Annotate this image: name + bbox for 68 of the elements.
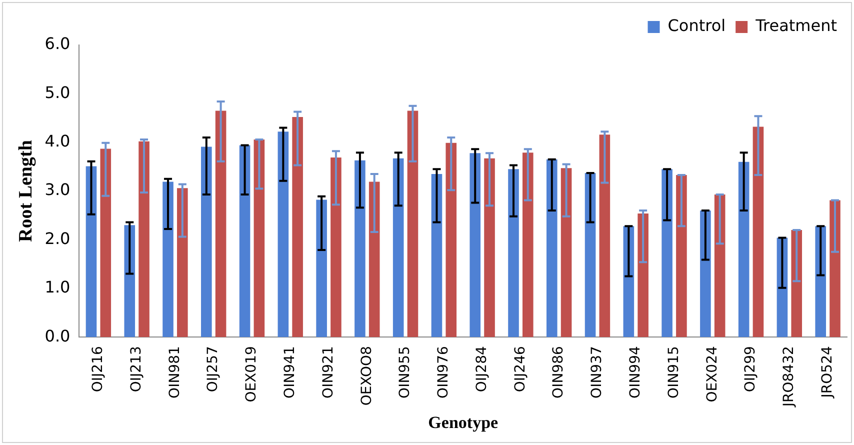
bar bbox=[599, 134, 610, 338]
bar bbox=[368, 182, 380, 338]
y-tick-label: 5.0 bbox=[44, 82, 70, 102]
bar bbox=[407, 110, 418, 338]
bar bbox=[278, 132, 289, 338]
bar bbox=[138, 141, 150, 338]
x-tick-label: OIJ216 bbox=[90, 346, 106, 392]
bar bbox=[700, 210, 711, 338]
y-axis-title: Root Length bbox=[15, 140, 36, 242]
x-tick-label: OIJ246 bbox=[512, 346, 528, 392]
x-tick-label: OIJ213 bbox=[128, 346, 144, 392]
bar bbox=[791, 230, 802, 338]
bar bbox=[738, 162, 750, 338]
x-tick-label: OEXOO8 bbox=[358, 346, 375, 406]
x-tick-label: OEX024 bbox=[704, 346, 720, 402]
x-tick-label: OIN955 bbox=[397, 346, 414, 398]
y-tick-label: 6.0 bbox=[44, 34, 70, 54]
bar bbox=[522, 152, 534, 338]
bar bbox=[546, 159, 558, 338]
bar bbox=[560, 168, 572, 338]
x-axis-title: Genotype bbox=[428, 413, 499, 432]
x-tick-label: OEX019 bbox=[244, 346, 260, 402]
bar bbox=[254, 139, 265, 338]
bar bbox=[100, 148, 112, 338]
bar bbox=[662, 169, 672, 338]
bar bbox=[752, 126, 764, 338]
x-tick-label: OIN976 bbox=[436, 346, 452, 398]
x-tick-label: OIN941 bbox=[282, 346, 298, 398]
bar bbox=[446, 142, 457, 338]
x-tick-label: OIN981 bbox=[166, 346, 183, 398]
x-tick-label: OIJ284 bbox=[474, 346, 490, 392]
bar bbox=[239, 145, 250, 338]
bar bbox=[484, 158, 495, 338]
x-tick-label: JRO8432 bbox=[781, 346, 798, 408]
y-tick-label: 1.0 bbox=[44, 278, 70, 297]
bar bbox=[201, 146, 212, 338]
bar bbox=[392, 158, 404, 338]
bar bbox=[470, 153, 481, 338]
x-tick-label: OIN915 bbox=[666, 346, 682, 398]
bar bbox=[830, 200, 840, 338]
bar bbox=[354, 160, 366, 338]
bar bbox=[86, 166, 97, 338]
legend-label: Treatment bbox=[754, 16, 838, 36]
x-tick-label: OIN937 bbox=[589, 346, 606, 398]
bar bbox=[162, 182, 174, 338]
bar bbox=[638, 213, 648, 338]
bar bbox=[177, 188, 188, 338]
y-tick-label: 4.0 bbox=[44, 132, 70, 151]
bar bbox=[215, 110, 226, 338]
bar bbox=[316, 200, 327, 338]
bar bbox=[508, 169, 519, 338]
bar bbox=[330, 157, 342, 338]
y-tick-label: 3.0 bbox=[44, 180, 70, 200]
legend-label: Control bbox=[668, 16, 726, 36]
x-tick-label: OIN986 bbox=[550, 346, 567, 398]
y-tick-label: 2.0 bbox=[44, 228, 70, 248]
bar bbox=[124, 225, 136, 338]
x-tick-label: JRO524 bbox=[819, 346, 836, 399]
x-tick-label: OIN994 bbox=[628, 346, 644, 398]
bar bbox=[584, 173, 596, 338]
x-tick-label: OIJ299 bbox=[742, 346, 759, 392]
bar bbox=[431, 174, 442, 338]
x-tick-label: OIJ257 bbox=[205, 346, 222, 392]
bar bbox=[676, 174, 687, 338]
x-tick-label: OIN921 bbox=[320, 346, 336, 398]
y-tick-label: 0.0 bbox=[44, 326, 70, 346]
bar bbox=[292, 117, 303, 338]
bar bbox=[815, 226, 826, 338]
